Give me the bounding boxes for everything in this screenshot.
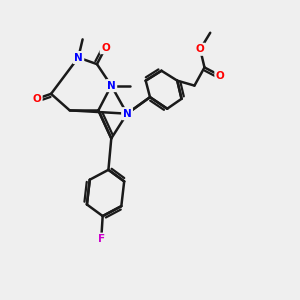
Text: O: O (32, 94, 41, 104)
Text: F: F (98, 234, 105, 244)
Text: N: N (123, 109, 131, 119)
Text: N: N (107, 81, 116, 91)
Text: O: O (196, 44, 205, 54)
Text: O: O (101, 43, 110, 52)
Text: N: N (74, 52, 83, 62)
Text: O: O (216, 71, 225, 81)
